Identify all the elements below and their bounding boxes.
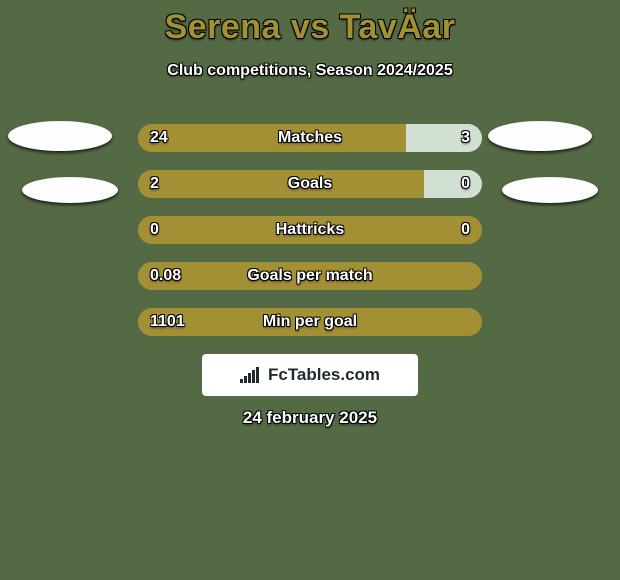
logo-text: FcTables.com (268, 365, 380, 385)
page-title: Serena vs TavÄar (0, 8, 620, 47)
stat-row: 1101Min per goal (138, 308, 482, 336)
stat-row: 0.08Goals per match (138, 262, 482, 290)
row-label: Matches (138, 124, 482, 152)
stat-row: 00Hattricks (138, 216, 482, 244)
avatar-placeholder (8, 121, 112, 151)
comparison-infographic: Serena vs TavÄar Club competitions, Seas… (0, 0, 620, 580)
avatar-placeholder (502, 177, 598, 203)
avatar-placeholder (22, 177, 118, 203)
subtitle: Club competitions, Season 2024/2025 (0, 62, 620, 80)
source-logo: FcTables.com (202, 354, 418, 396)
row-label: Goals per match (138, 262, 482, 290)
stat-row: 20Goals (138, 170, 482, 198)
date-text: 24 february 2025 (0, 408, 620, 428)
row-label: Min per goal (138, 308, 482, 336)
stat-row: 243Matches (138, 124, 482, 152)
row-label: Hattricks (138, 216, 482, 244)
avatar-placeholder (488, 121, 592, 151)
logo-bars-icon (240, 367, 262, 383)
row-label: Goals (138, 170, 482, 198)
